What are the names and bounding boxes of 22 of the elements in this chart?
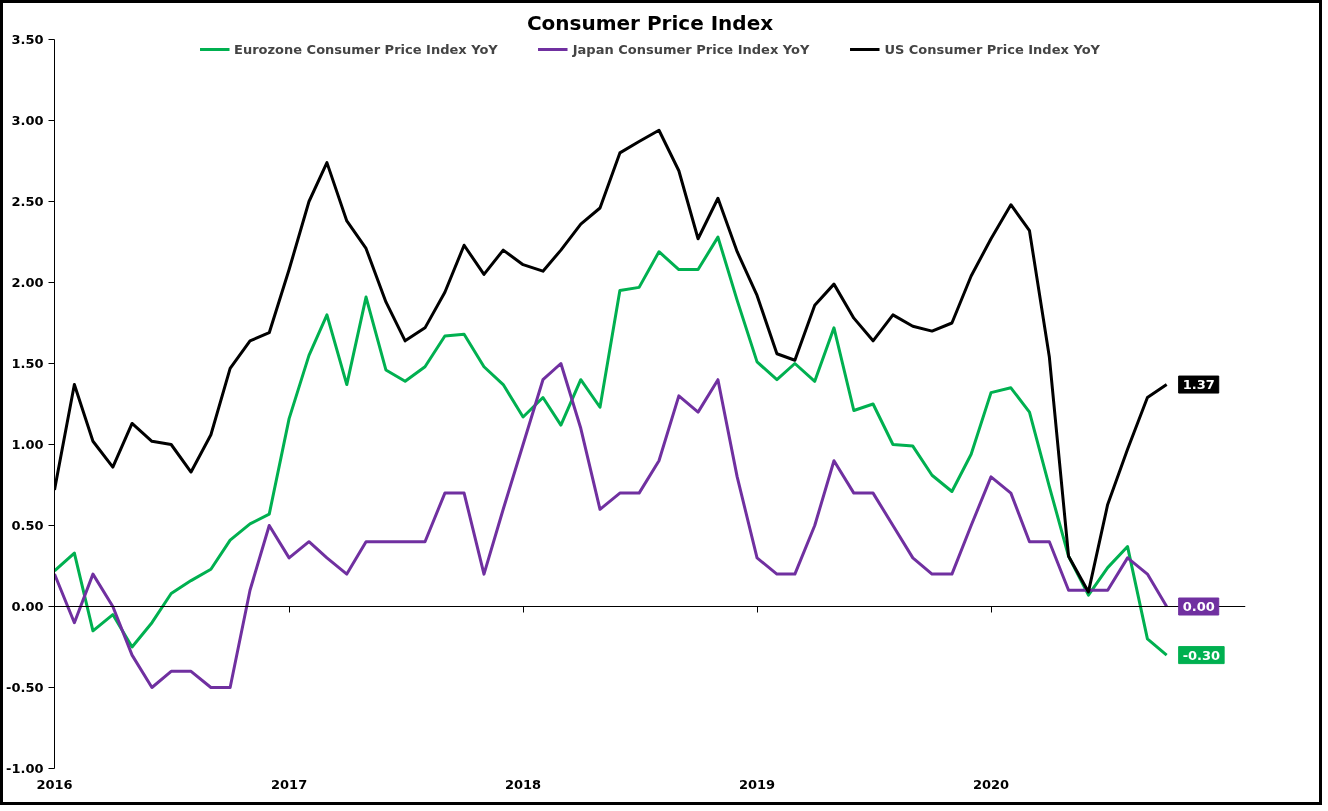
y-tick-label: 1.50: [11, 356, 44, 371]
x-tick-label: 2018: [504, 776, 542, 792]
x-tick-label: 2017: [271, 776, 308, 792]
y-tick-label: -0.50: [6, 680, 44, 695]
y-tick-label: 3.00: [11, 113, 44, 128]
y-tick-label: 0.50: [11, 518, 44, 533]
x-tick-label: 2016: [36, 776, 73, 792]
legend-label: US Consumer Price Index YoY: [884, 41, 1100, 57]
data-label: -0.30: [1182, 647, 1221, 663]
legend-label: Japan Consumer Price Index YoY: [572, 41, 810, 57]
y-tick-label: -1.00: [6, 761, 44, 776]
y-tick-label: 1.00: [11, 437, 44, 452]
x-tick-label: 2019: [738, 776, 776, 792]
legend-label: Eurozone Consumer Price Index YoY: [234, 41, 498, 57]
y-tick-label: 3.50: [11, 32, 44, 47]
data-label: 0.00: [1182, 599, 1215, 614]
x-tick-label: 2020: [972, 776, 1010, 792]
data-label: 1.37: [1182, 377, 1215, 393]
y-tick-label: 2.50: [11, 194, 44, 209]
chart-title: Consumer Price Index: [526, 10, 774, 35]
y-tick-label: 2.00: [11, 275, 44, 290]
y-tick-label: 0.00: [11, 599, 44, 614]
